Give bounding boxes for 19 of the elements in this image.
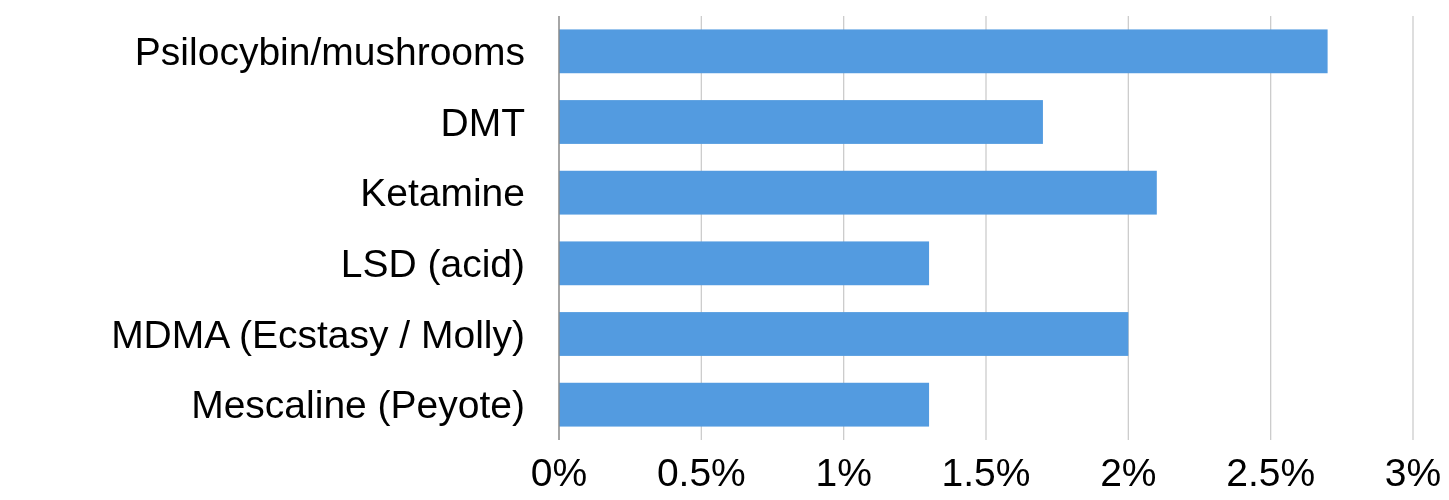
x-tick-label: 1.5%	[941, 451, 1031, 494]
x-tick-label: 0.5%	[656, 451, 746, 494]
y-tick-label: LSD (acid)	[340, 241, 525, 285]
bar	[559, 170, 1157, 215]
y-tick-label: DMT	[440, 100, 525, 144]
x-tick-label: 1%	[815, 451, 872, 494]
bar	[559, 100, 1043, 144]
bar	[559, 382, 930, 427]
y-tick-label: Psilocybin/mushrooms	[134, 29, 525, 73]
x-tick-label: 2.5%	[1226, 451, 1316, 494]
x-tick-label: 2%	[1100, 451, 1157, 494]
x-tick-label: 0%	[530, 451, 588, 494]
y-tick-label: Ketamine	[360, 171, 525, 215]
bar	[559, 312, 1129, 356]
y-tick-label: Mescaline (Peyote)	[191, 383, 525, 427]
bar	[559, 241, 930, 286]
x-tick-label: 3%	[1384, 451, 1442, 494]
bar	[559, 29, 1328, 74]
y-tick-label: MDMA (Ecstasy / Molly)	[111, 312, 525, 356]
